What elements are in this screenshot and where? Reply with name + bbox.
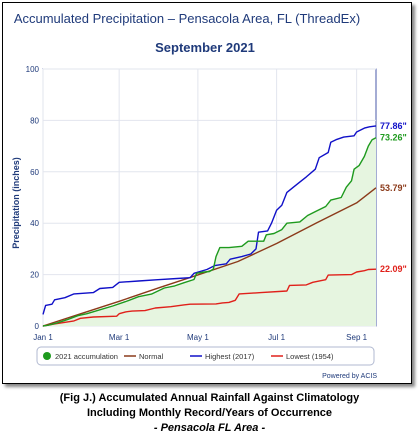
x-tick-label: Jan 1: [33, 333, 53, 342]
precipitation-chart: Accumulated Precipitation – Pensacola Ar…: [11, 11, 407, 380]
fill-layer: [43, 137, 376, 326]
y-tick-label: 20: [30, 271, 39, 280]
legend-label-1: Normal: [139, 352, 164, 361]
legend-label-3: Lowest (1954): [286, 352, 334, 361]
series-line-1: [42, 187, 377, 327]
figure-caption: (Fig J.) Accumulated Annual Rainfall Aga…: [0, 391, 419, 436]
y-tick-label: 100: [26, 65, 40, 74]
end-label-2: 77.86": [380, 121, 407, 131]
y-tick-label: 40: [30, 219, 39, 228]
end-value-labels: 73.26" 53.79" 77.86" 22.09": [380, 121, 407, 274]
end-label-0: 73.26": [380, 133, 407, 143]
y-tick-label: 80: [30, 116, 39, 125]
y-tick-label: 60: [30, 168, 39, 177]
legend-label-2: Highest (2017): [205, 352, 255, 361]
x-tick-label: May 1: [187, 333, 209, 342]
chart-subtitle: September 2021: [155, 40, 255, 55]
legend-marker-0: [43, 352, 51, 360]
series-area-0: [43, 137, 376, 326]
legend-box: [36, 346, 375, 366]
caption-line-1: (Fig J.) Accumulated Annual Rainfall Aga…: [59, 392, 360, 404]
legend-label-0: 2021 accumulation: [55, 352, 118, 361]
x-tick-label: Sep 1: [346, 333, 367, 342]
end-label-1: 53.79": [380, 183, 407, 193]
series-layer: [42, 125, 377, 327]
acis-credit: Powered by ACIS: [322, 373, 377, 380]
x-tick-label: Mar 1: [109, 333, 130, 342]
axis-tick-labels: 0 20 40 60 80 100 Jan 1 Mar 1 May 1 Jul 1 Sep 1: [26, 65, 368, 342]
x-tick-label: Jul 1: [268, 333, 285, 342]
series-line-0: [42, 137, 377, 327]
series-line-2: [42, 125, 377, 315]
end-label-3: 22.09": [380, 264, 407, 274]
caption-line-2: Including Monthly Record/Years of Occurr…: [86, 407, 333, 419]
y-tick-label: 0: [35, 322, 40, 331]
chart-frame: Accumulated Precipitation – Pensacola Ar…: [2, 2, 412, 384]
series-line-3: [42, 268, 377, 327]
y-axis-label: Precipitation (inches): [11, 157, 21, 249]
caption-line-3: - Pensacola FL Area -: [153, 422, 266, 434]
legend: 2021 accumulation Normal Highest (2017) Low…: [43, 352, 334, 361]
chart-title: Accumulated Precipitation – Pensacola Ar…: [14, 11, 360, 26]
